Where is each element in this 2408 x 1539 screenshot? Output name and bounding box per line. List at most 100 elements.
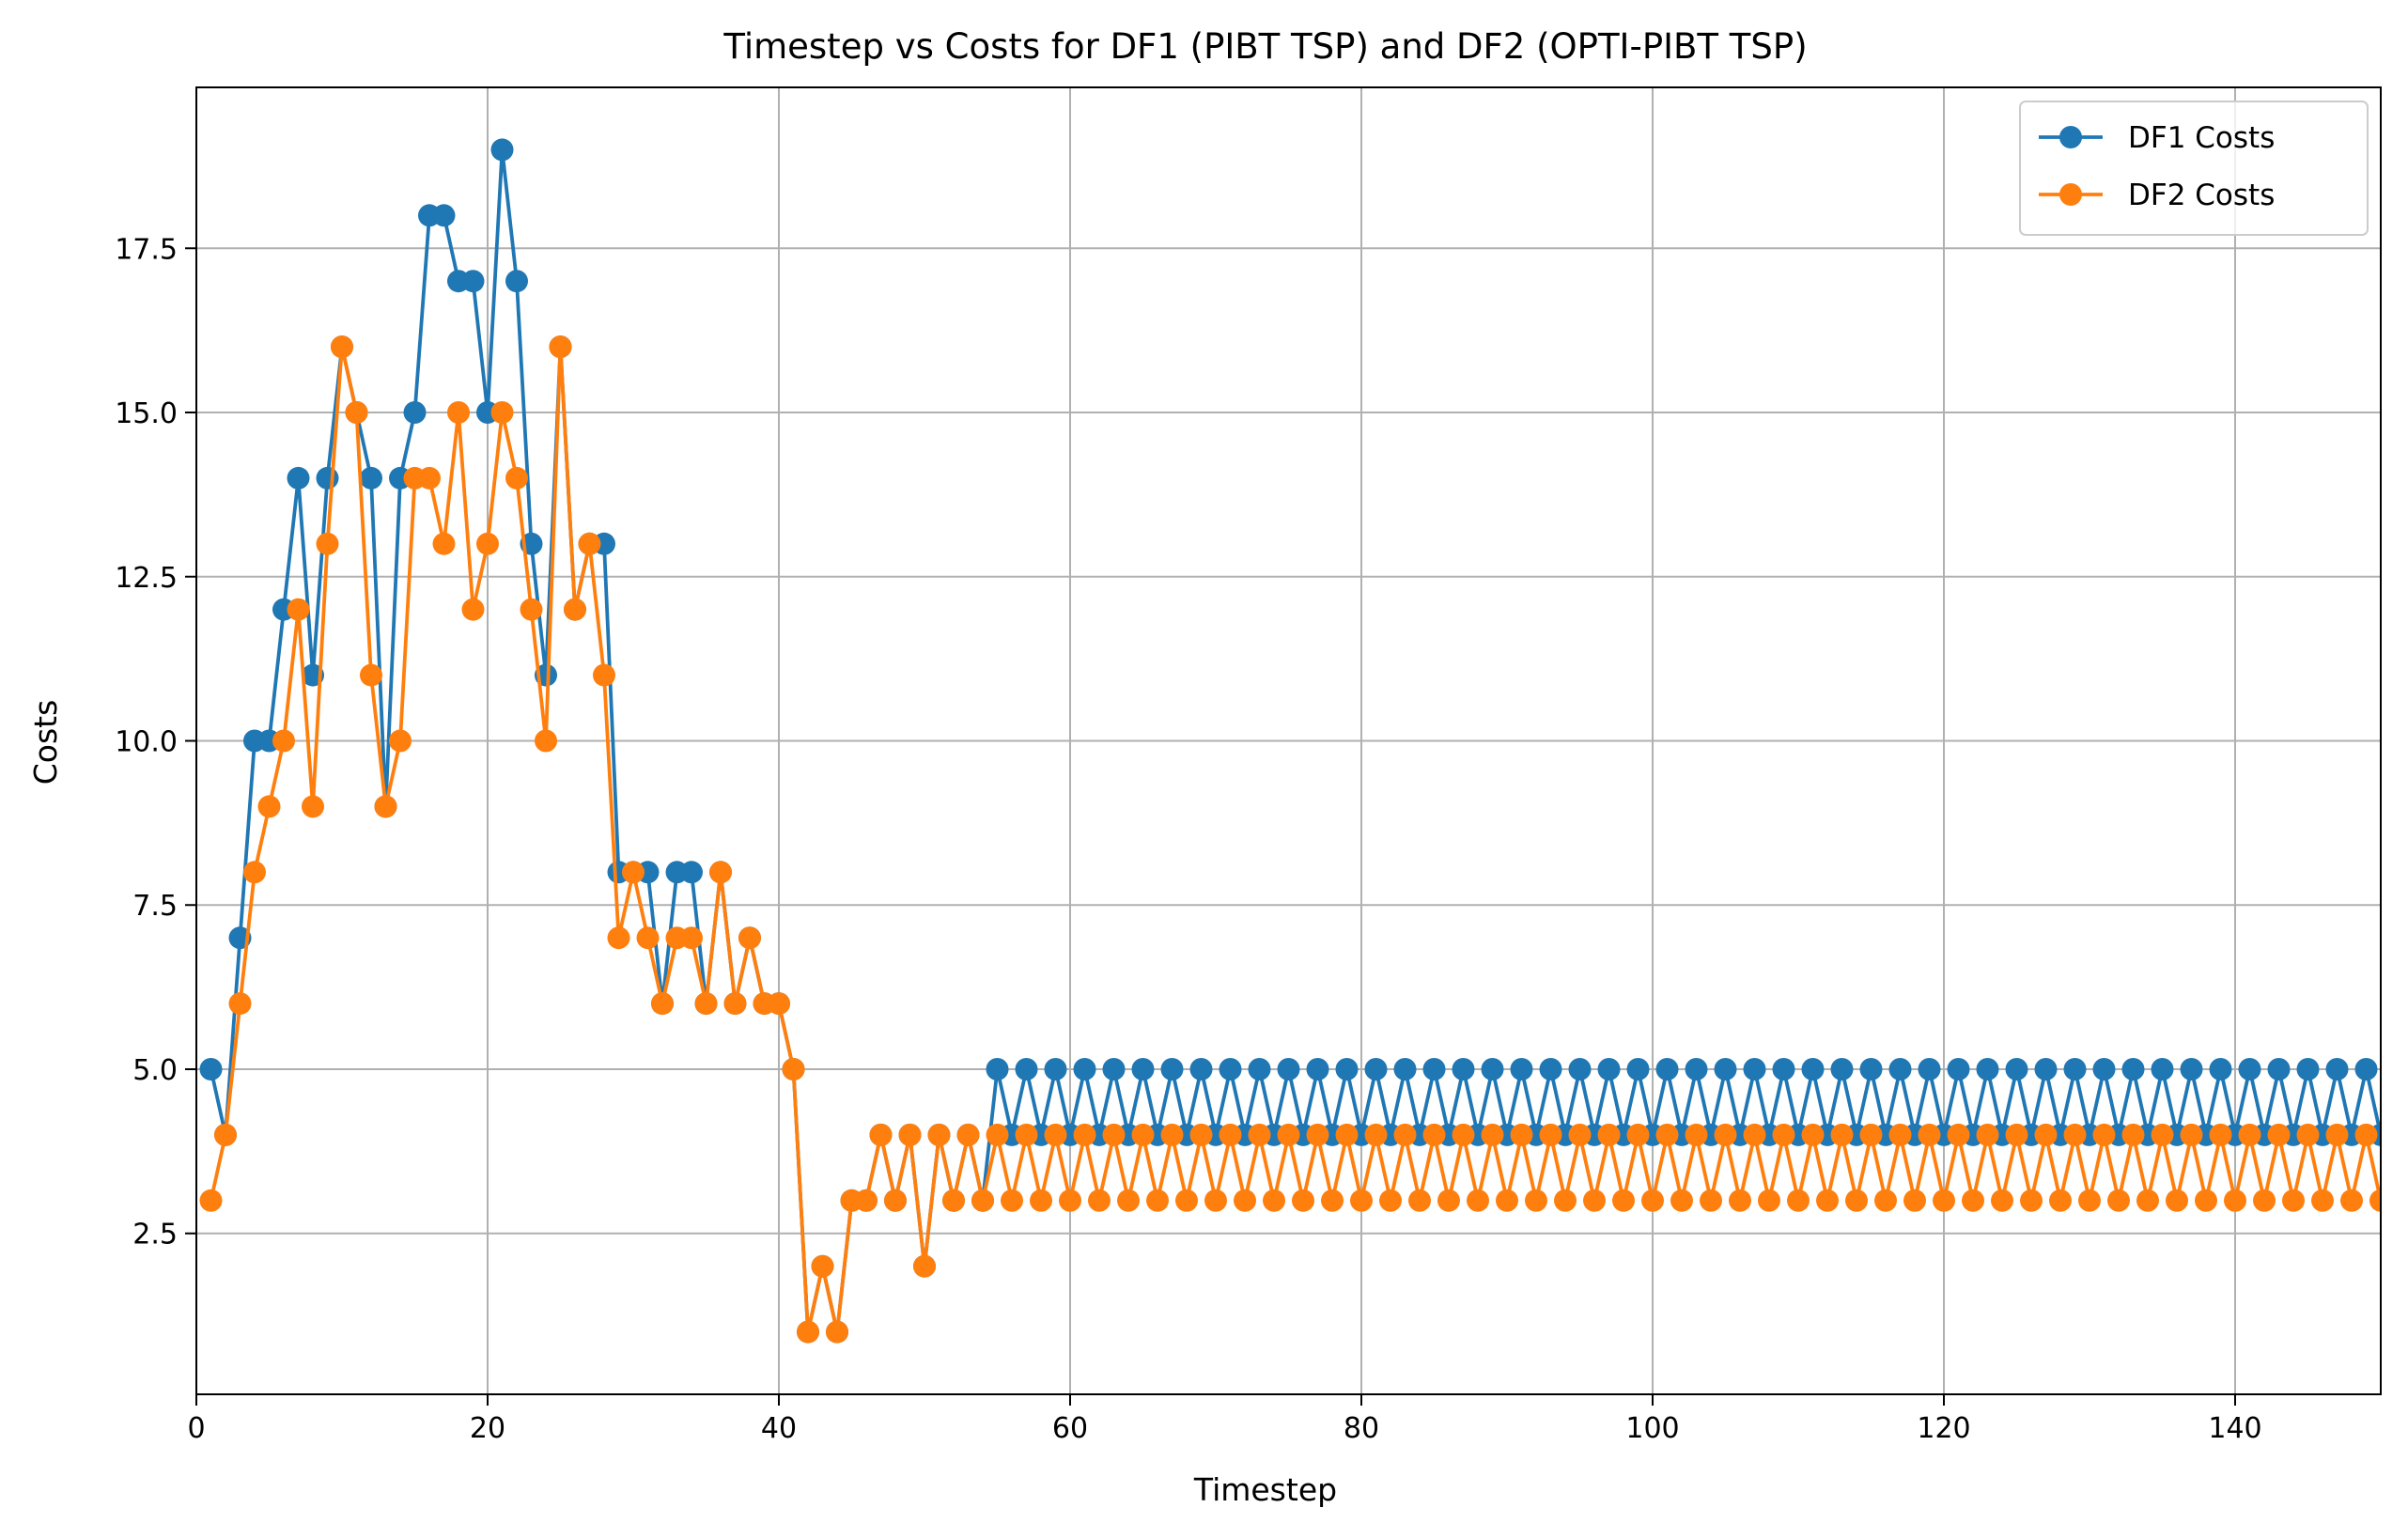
data-point [1234,1189,1256,1212]
data-point [942,1189,965,1212]
legend-marker [2059,126,2082,148]
data-point [1452,1123,1475,1146]
data-point [520,598,543,621]
data-point [2107,1189,2130,1212]
data-point [2325,1057,2349,1080]
data-point [2034,1123,2058,1146]
data-point [1859,1057,1883,1080]
data-point [1685,1123,1708,1146]
data-point [228,992,252,1016]
data-point [345,401,368,425]
data-point [1481,1057,1504,1080]
data-point [2282,1189,2305,1212]
data-point [1015,1123,1038,1146]
data-point [2267,1123,2291,1146]
data-point [2136,1189,2159,1212]
data-point [1597,1057,1621,1080]
data-point [272,729,295,753]
data-point [1510,1123,1533,1146]
data-point [1001,1189,1023,1212]
data-point [1263,1189,1285,1212]
data-point [2005,1057,2028,1080]
data-point [2151,1057,2174,1080]
data-point [403,401,427,425]
data-point [2121,1057,2145,1080]
data-point [2180,1057,2203,1080]
series-2 [199,335,2381,1344]
data-point [1933,1189,1955,1212]
data-point [709,861,732,884]
data-point [1408,1189,1431,1212]
data-point [2369,1189,2381,1212]
legend-label: DF2 Costs [2128,179,2275,212]
data-point [1481,1123,1504,1146]
data-point [2005,1123,2028,1146]
data-point [1030,1189,1052,1212]
data-point [1219,1123,1242,1146]
data-point [1306,1057,1329,1080]
data-point [2354,1123,2378,1146]
data-point [1655,1123,1679,1146]
data-point [1044,1123,1067,1146]
data-point [243,861,266,884]
data-point [389,729,412,753]
data-point [2340,1189,2363,1212]
data-point [447,401,470,425]
data-point [1452,1057,1475,1080]
data-point [1073,1123,1096,1146]
data-point [927,1123,951,1146]
legend-item: DF2 Costs [2039,179,2275,212]
x-tick-label: 20 [470,1412,505,1445]
data-point [1160,1123,1184,1146]
data-point [855,1189,878,1212]
data-point [607,926,630,950]
data-point [1073,1057,1096,1080]
data-point [287,598,310,621]
data-point [913,1254,936,1278]
data-point [768,992,790,1016]
data-point [1335,1123,1359,1146]
data-point [1991,1189,2013,1212]
data-point [1422,1123,1446,1146]
data-point [1918,1057,1941,1080]
data-point [1467,1189,1489,1212]
data-point [1350,1189,1373,1212]
data-point [2238,1057,2261,1080]
data-point [1962,1189,1984,1212]
y-tick-label: 2.5 [132,1219,178,1251]
data-point [476,532,499,555]
data-point [694,992,718,1016]
data-point [1568,1123,1592,1146]
data-point [1685,1057,1708,1080]
data-point [1175,1189,1198,1212]
data-point [1277,1057,1300,1080]
data-point [1204,1189,1227,1212]
data-point [1393,1057,1417,1080]
data-point [1568,1057,1592,1080]
data-point [199,1057,223,1080]
data-point [360,466,382,490]
data-point [1830,1057,1854,1080]
chart-title: Timestep vs Costs for DF1 (PIBT TSP) and… [722,26,1807,67]
data-point [374,795,397,818]
data-point [986,1123,1009,1146]
legend-item: DF1 Costs [2039,121,2275,155]
data-point [302,795,324,818]
data-point [1655,1057,1679,1080]
data-point [418,466,441,490]
data-point [884,1189,907,1212]
data-point [1772,1057,1795,1080]
data-point [1437,1189,1460,1212]
data-point [971,1189,994,1212]
data-point [782,1057,805,1080]
data-point [1700,1189,1722,1212]
data-point [1539,1057,1562,1080]
data-point [1830,1123,1854,1146]
data-point [1888,1057,1912,1080]
x-axis-label: Timestep [1193,1471,1337,1508]
data-point [2325,1123,2349,1146]
data-point [490,138,514,162]
data-point [1306,1123,1329,1146]
data-point [2092,1123,2116,1146]
data-point [2354,1057,2378,1080]
